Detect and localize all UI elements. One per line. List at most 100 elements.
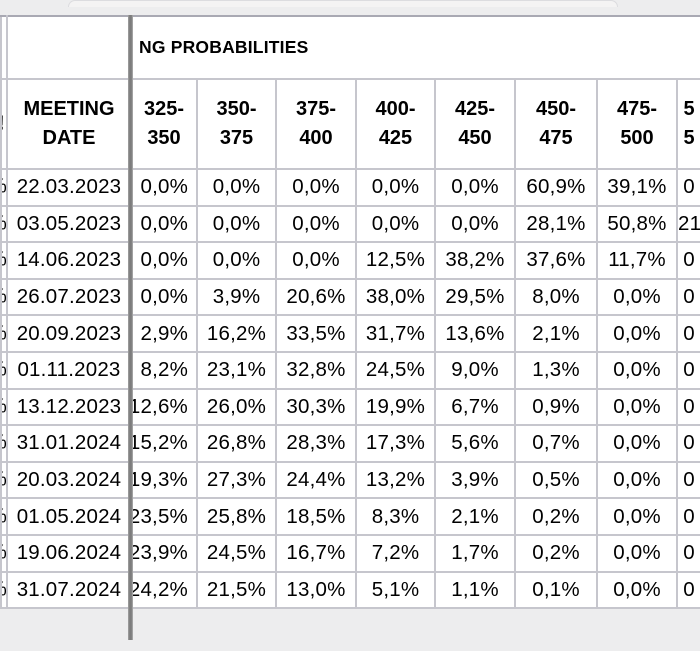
header-line-2: DATE [42,127,96,149]
meeting-date-cell: 01.05.2024 [6,497,132,536]
probability-cell: 0 [675,277,700,317]
cut-left-column-cell: % [0,570,8,610]
probability-cell: 24,5% [355,350,436,390]
probability-cell: 0,1% [514,570,598,610]
probability-value: 23,9% [131,541,188,565]
probability-cell: 0 [675,350,700,390]
probability-cell: 2,1% [434,497,516,536]
probability-value: 0,0% [140,248,188,272]
cut-left-column-cell: % [0,424,8,463]
table-row: %20.03.202419,3%27,3%24,4%13,2%3,9%0,5%0… [0,460,700,500]
header-line-2: 350 [147,127,181,149]
cut-text-fragment: % [3,542,5,565]
column-header-rate-range: 400- 425 [355,78,436,170]
probability-cell: 0 [675,387,700,427]
cut-text-fragment: % [3,249,5,272]
probability-cell: 9,0% [434,350,516,390]
header-line-2: 500 [620,127,654,149]
probability-cell: 31,7% [355,314,436,353]
meeting-date-cell: 03.05.2023 [6,204,132,244]
cut-left-column-cell: % [0,533,8,573]
probability-cell: 0,0% [355,204,436,244]
probability-cell: 23,9% [130,533,198,573]
probability-cell: 0,0% [275,204,357,244]
table-row: %20.09.20232,9%16,2%33,5%31,7%13,6%2,1%0… [0,314,700,353]
probability-cell: 3,9% [196,277,277,317]
probability-cell: 8,3% [355,497,436,536]
cut-left-column-cell: % [0,204,8,244]
table-row: %13.12.202312,6%26,0%30,3%19,9%6,7%0,9%0… [0,387,700,427]
probability-cell: 0,0% [275,168,357,207]
header-line-2: 400 [299,127,333,149]
probability-cell: 1,3% [514,350,598,390]
probability-cell: 1,7% [434,533,516,573]
probability-cell: 30,3% [275,387,357,427]
probability-cell: 0,2% [514,497,598,536]
probability-cell: 26,8% [196,424,277,463]
table-row: %22.03.20230,0%0,0%0,0%0,0%0,0%60,9%39,1… [0,168,700,207]
probability-cell: 19,9% [355,387,436,427]
probability-value: 0,0% [140,175,188,199]
meeting-probabilities-table: NG PROBABILITIES!MEETINGDATE325-350350-3… [0,15,700,610]
meeting-date-cell: 26.07.2023 [6,277,132,317]
table-row: %31.01.202415,2%26,8%28,3%17,3%5,6%0,7%0… [0,424,700,463]
cut-left-column-cell: % [0,314,8,353]
probability-cell: 8,0% [514,277,598,317]
cut-text-fragment: % [3,578,5,601]
probability-cell: 0,0% [596,570,678,610]
probability-cell: 3,9% [434,460,516,500]
cut-left-column-header-cell: ! [0,78,8,170]
table-title-row: NG PROBABILITIES [0,15,700,80]
probability-cell: 0,0% [434,204,516,244]
cut-left-column-cell: % [0,241,8,280]
header-line-2: 475 [539,127,573,149]
probability-cell: 0,0% [596,460,678,500]
column-header-meeting-date: MEETING DATE [6,78,132,170]
meeting-date-cell: 01.11.2023 [6,350,132,390]
probability-cell: 21,5% [196,570,277,610]
probability-cell: 0 [675,314,700,353]
probability-value: 0,0% [140,285,188,309]
probability-cell: 0,0% [596,314,678,353]
probability-cell: 0,9% [514,387,598,427]
table-row: %14.06.20230,0%0,0%0,0%12,5%38,2%37,6%11… [0,241,700,280]
column-header-rate-range: 425- 450 [434,78,516,170]
probability-cell: 39,1% [596,168,678,207]
probability-cell: 28,1% [514,204,598,244]
meeting-date-cell: 31.01.2024 [6,424,132,463]
meeting-date-cell: 31.07.2024 [6,570,132,610]
probability-cell: 38,2% [434,241,516,280]
probability-cell: 6,7% [434,387,516,427]
header-line-1: 375- [295,98,337,120]
table-header-row: ! MEETING DATE 325- 350 350- 375 375- 400 400- 425… [0,78,700,170]
probability-cell: 2,9% [130,314,198,353]
meeting-date-cell: 19.06.2024 [6,533,132,573]
probability-cell: 11,7% [596,241,678,280]
probability-cell: 33,5% [275,314,357,353]
probability-cell: 0,0% [596,350,678,390]
probability-value: 0,0% [140,211,188,235]
probability-cell: 38,0% [355,277,436,317]
header-line-1: 5 [683,98,695,120]
probability-cell: 19,3% [130,460,198,500]
probability-cell: 27,3% [196,460,277,500]
cut-text-fragment: % [3,212,5,235]
table-row: %03.05.20230,0%0,0%0,0%0,0%0,0%28,1%50,8… [0,204,700,244]
probability-cell: 25,8% [196,497,277,536]
header-line-1: 325- [143,98,185,120]
meeting-date-cell: 20.09.2023 [6,314,132,353]
cut-text-fragment: % [3,286,5,309]
probability-cell: 13,0% [275,570,357,610]
cut-text-fragment: % [3,432,5,455]
probability-cell: 12,6% [130,387,198,427]
probability-cell: 0,0% [130,204,198,244]
probability-cell: 29,5% [434,277,516,317]
probability-cell: 18,5% [275,497,357,536]
probability-cell: 0,0% [196,241,277,280]
probability-cell: 23,1% [196,350,277,390]
pane-divider-handle[interactable] [128,15,133,640]
probability-cell: 0 [675,424,700,463]
